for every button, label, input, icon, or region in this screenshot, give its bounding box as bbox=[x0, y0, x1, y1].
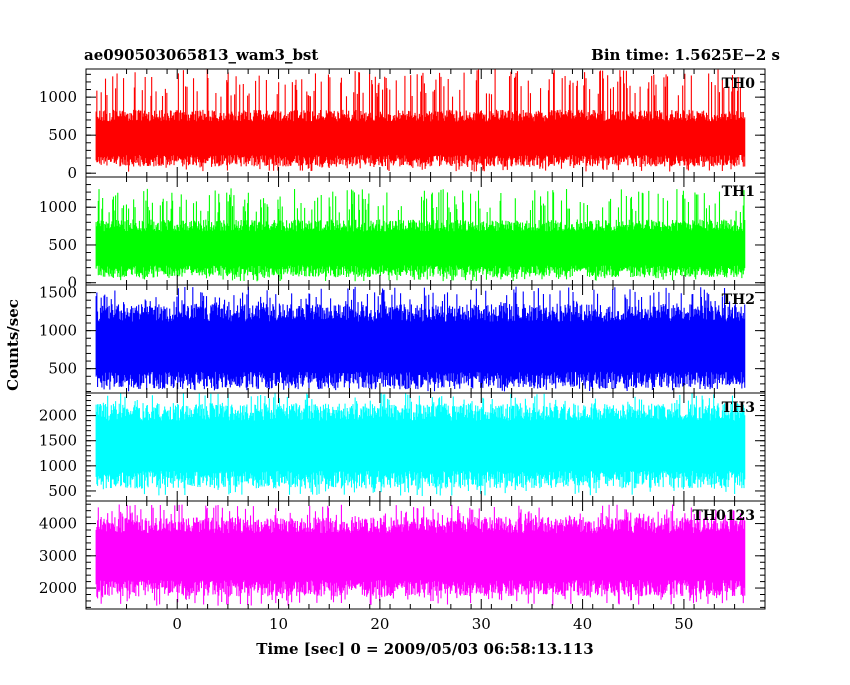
panel-label-th0: TH0 bbox=[722, 76, 756, 92]
x-tick-label: 10 bbox=[269, 615, 288, 633]
series-th1-band bbox=[96, 231, 745, 266]
y-axis-label: Counts/sec bbox=[4, 299, 22, 391]
panel-th0123: 2000 3000 4000 TH0123 bbox=[39, 500, 766, 610]
x-axis-label: Time [sec] 0 = 2009/05/03 06:58:13.113 bbox=[256, 640, 593, 658]
y-tick-label: 1500 bbox=[39, 432, 77, 450]
x-tick-label: 20 bbox=[370, 615, 389, 633]
panel-label-th2: TH2 bbox=[722, 292, 755, 308]
y-tick-label: 500 bbox=[48, 482, 77, 500]
x-axis: 0 10 20 30 40 50 bbox=[172, 615, 693, 633]
chart-title: ae090503065813_wam3_bst bbox=[84, 46, 318, 64]
y-tick-label: 500 bbox=[48, 126, 77, 144]
panel-th1: 0 500 1000 TH1 bbox=[39, 176, 766, 292]
y-tick-label: 0 bbox=[67, 164, 77, 182]
x-tick-label: 50 bbox=[674, 615, 693, 633]
x-tick-label: 0 bbox=[172, 615, 182, 633]
panel-label-th3: TH3 bbox=[722, 400, 755, 416]
bin-time-label: Bin time: 1.5625E−2 s bbox=[591, 46, 780, 64]
panel-label-th1: TH1 bbox=[722, 184, 755, 200]
y-tick-label: 1000 bbox=[39, 457, 77, 475]
series-th0-line bbox=[95, 69, 746, 172]
panel-frame bbox=[85, 500, 766, 610]
series-th2-band bbox=[96, 321, 745, 372]
series-th0-band bbox=[96, 121, 745, 155]
panels: 0 500 1000 TH0 0 500 1000 TH1 500 1000 1500 TH2 500 1… bbox=[39, 68, 766, 610]
y-tick-label: 3000 bbox=[39, 547, 77, 565]
panel-th3: 500 1000 1500 2000 TH3 bbox=[39, 392, 766, 502]
y-tick-label: 1000 bbox=[39, 322, 77, 340]
y-tick-label: 4000 bbox=[39, 515, 77, 533]
y-tick-label: 1000 bbox=[39, 198, 77, 216]
series-th3-band bbox=[96, 420, 745, 471]
y-tick-label: 1000 bbox=[39, 88, 77, 106]
panel-th0: 0 500 1000 TH0 bbox=[39, 68, 766, 182]
y-tick-label: 2000 bbox=[39, 407, 77, 425]
series-th0123-band bbox=[96, 533, 745, 580]
panel-label-th0123: TH0123 bbox=[692, 508, 755, 524]
y-tick-label: 1500 bbox=[39, 284, 77, 302]
y-tick-label: 500 bbox=[48, 360, 77, 378]
panel-th2: 500 1000 1500 TH2 bbox=[39, 284, 766, 394]
y-tick-label: 500 bbox=[48, 236, 77, 254]
x-tick-label: 40 bbox=[573, 615, 592, 633]
y-tick-label: 2000 bbox=[39, 579, 77, 597]
y-tick-label: 0 bbox=[67, 274, 77, 292]
x-tick-label: 30 bbox=[472, 615, 491, 633]
